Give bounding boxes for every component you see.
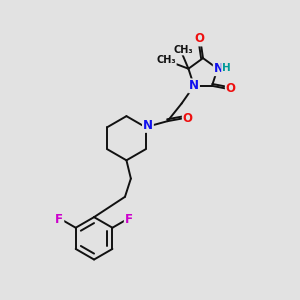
Text: CH₃: CH₃ xyxy=(173,45,193,55)
Text: O: O xyxy=(226,82,236,95)
Text: N: N xyxy=(189,79,199,92)
Text: CH₃: CH₃ xyxy=(156,55,176,65)
Text: F: F xyxy=(55,213,63,226)
Text: F: F xyxy=(125,213,133,226)
Text: O: O xyxy=(183,112,193,125)
Text: N: N xyxy=(143,119,153,132)
Text: N: N xyxy=(214,62,224,75)
Text: H: H xyxy=(222,62,231,73)
Text: O: O xyxy=(194,32,205,46)
